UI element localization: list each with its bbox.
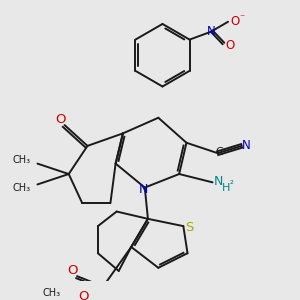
Text: CH₃: CH₃ xyxy=(13,183,31,193)
Text: O: O xyxy=(67,264,77,277)
Text: CH₃: CH₃ xyxy=(43,288,61,298)
Text: O: O xyxy=(78,290,88,300)
Text: S: S xyxy=(185,221,193,234)
Text: H: H xyxy=(221,183,230,193)
Text: N: N xyxy=(207,25,216,38)
Text: O: O xyxy=(56,113,66,126)
Text: O: O xyxy=(225,39,234,52)
Text: ₂: ₂ xyxy=(230,176,234,186)
Text: ⁻: ⁻ xyxy=(239,14,244,24)
Text: N: N xyxy=(214,175,223,188)
Text: C: C xyxy=(215,147,223,157)
Text: N: N xyxy=(139,183,148,196)
Text: N: N xyxy=(242,139,251,152)
Text: O: O xyxy=(230,15,239,28)
Text: CH₃: CH₃ xyxy=(13,155,31,165)
